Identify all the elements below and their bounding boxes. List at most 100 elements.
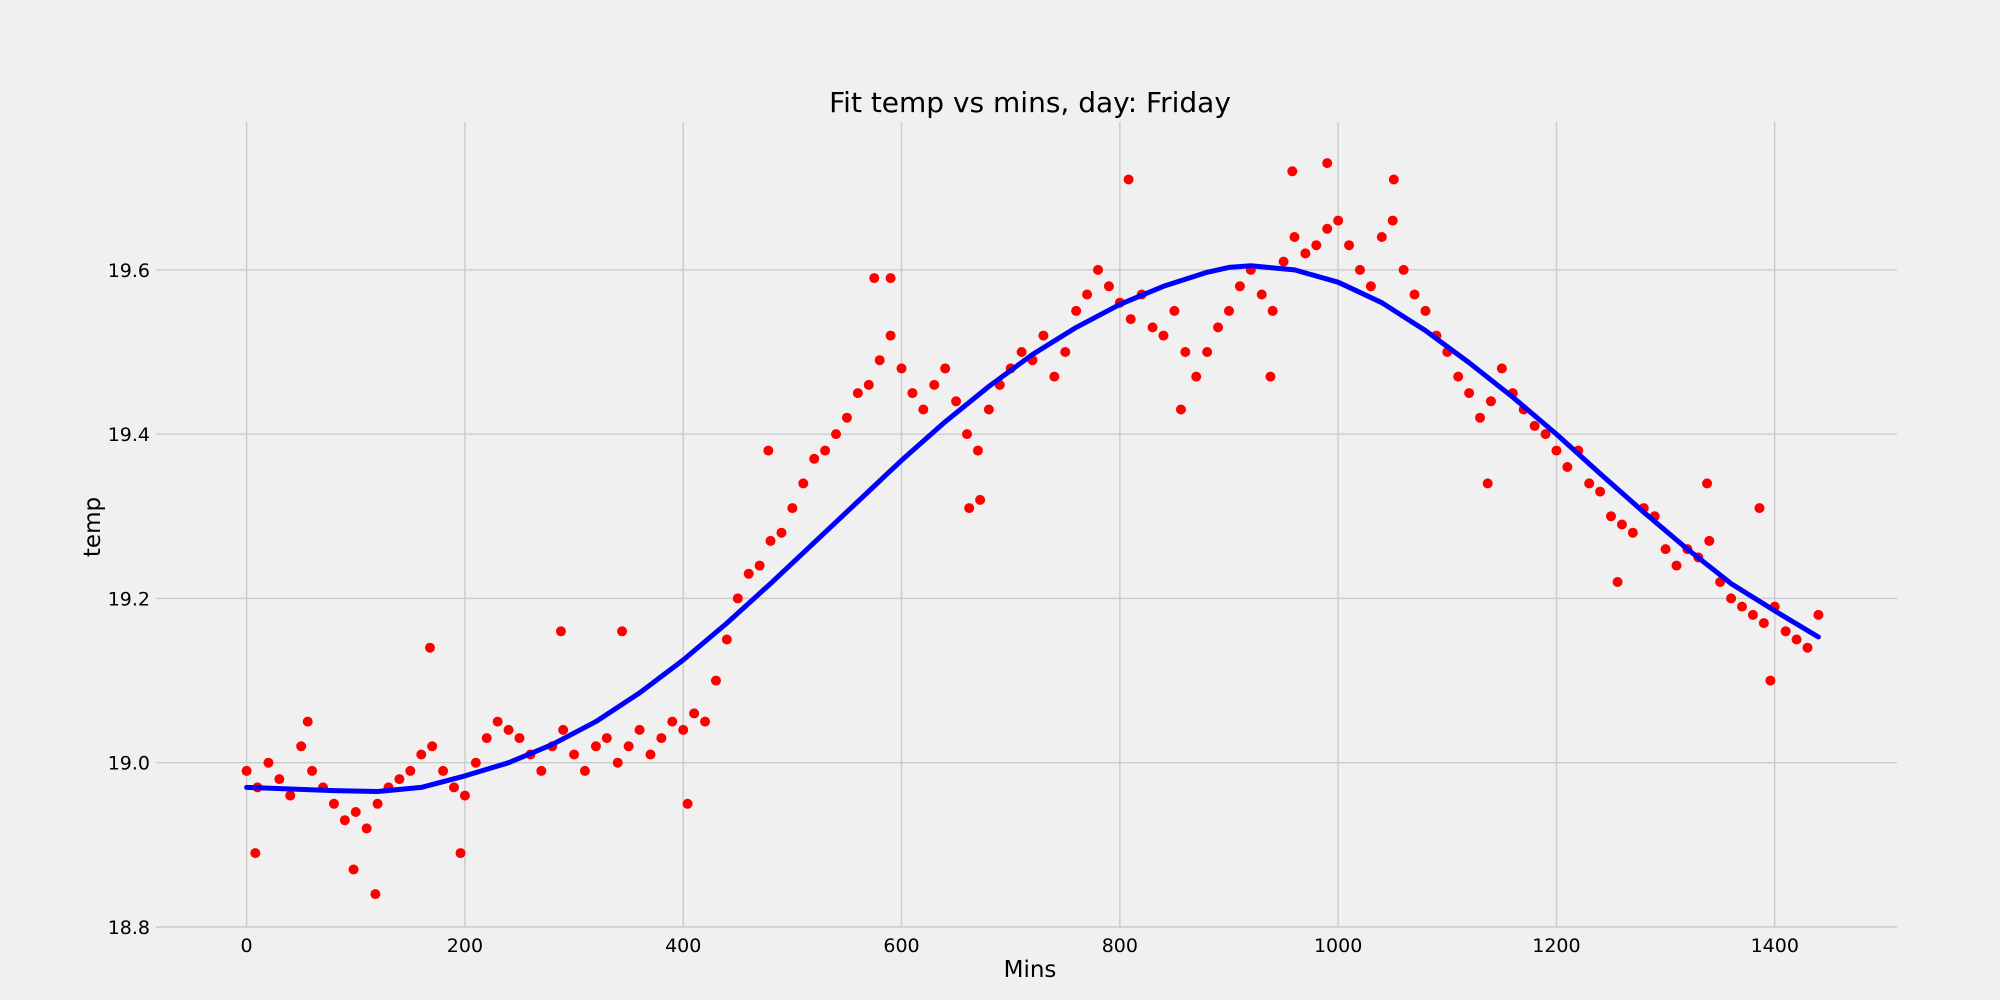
scatter-point	[339, 815, 350, 826]
scatter-point	[1453, 371, 1464, 382]
scatter-point	[503, 724, 514, 735]
scatter-point	[869, 273, 880, 284]
scatter-point	[776, 527, 787, 538]
scatter-point	[1496, 363, 1507, 374]
scatter-point	[1300, 248, 1311, 259]
x-tick-label: 400	[665, 935, 701, 957]
scatter-point	[1464, 388, 1475, 399]
scatter-point	[307, 765, 318, 776]
scatter-point	[972, 445, 983, 456]
scatter-point	[1322, 158, 1333, 169]
scatter-point	[416, 749, 427, 760]
scatter-point	[1289, 232, 1300, 242]
scatter-point	[1485, 396, 1496, 407]
scatter-point	[459, 790, 470, 801]
scatter-point	[569, 749, 580, 760]
scatter-point	[1202, 347, 1213, 357]
scatter-point	[1702, 478, 1713, 489]
scatter-point	[983, 404, 994, 415]
scatter-point	[754, 560, 765, 571]
scatter-point	[601, 733, 612, 744]
scatter-point	[841, 412, 852, 423]
scatter-point	[700, 716, 711, 727]
scatter-point	[372, 798, 383, 809]
scatter-point	[962, 429, 973, 440]
scatter-point	[612, 757, 623, 768]
scatter-point	[634, 724, 645, 735]
scatter-point	[831, 429, 842, 440]
x-axis-label: Mins	[1004, 957, 1057, 983]
scatter-point	[1754, 503, 1765, 514]
scatter-point	[1475, 412, 1486, 423]
y-tick-label: 19.6	[108, 260, 150, 282]
scatter-point	[1322, 223, 1333, 234]
scatter-point	[678, 724, 689, 735]
scatter-point	[536, 765, 547, 776]
scatter-point	[1562, 462, 1573, 472]
scatter-point	[1169, 305, 1180, 316]
scatter-point	[1311, 240, 1322, 251]
scatter-point	[1038, 330, 1049, 341]
fit-line-layer	[244, 263, 1821, 794]
scatter-point	[1082, 289, 1093, 300]
scatter-point	[617, 626, 628, 637]
scatter-point	[656, 733, 667, 744]
y-tick-label: 19.4	[108, 424, 150, 446]
y-tick-label: 18.8	[108, 917, 150, 939]
scatter-point	[1551, 445, 1562, 456]
scatter-point	[579, 765, 590, 776]
x-tick-label: 0	[241, 935, 253, 957]
scatter-point	[558, 724, 569, 735]
scatter-point	[1256, 289, 1267, 300]
scatter-point	[1595, 486, 1606, 497]
scatter-point	[1616, 519, 1627, 530]
scatter-point	[1175, 404, 1186, 415]
scatter-point	[1071, 305, 1082, 316]
scatter-point	[1671, 560, 1682, 571]
scatter-point	[1627, 527, 1638, 538]
scatter-point	[710, 675, 721, 686]
scatter-point	[1147, 322, 1158, 333]
scatter-point	[1354, 264, 1365, 275]
scatter-point	[1344, 240, 1355, 251]
scatter-point	[1388, 174, 1399, 185]
scatter-point	[809, 453, 820, 464]
scatter-point	[1125, 314, 1136, 325]
y-tick-label: 19.0	[108, 753, 150, 775]
scatter-point	[763, 445, 774, 456]
scatter-point	[1092, 264, 1103, 275]
scatter-point	[1813, 609, 1824, 620]
scatter-point	[820, 445, 831, 456]
scatter-point	[1287, 166, 1298, 177]
scatter-point	[514, 733, 525, 744]
scatter-point	[743, 568, 754, 579]
scatter-point	[1758, 618, 1769, 629]
scatter-point	[455, 848, 466, 859]
scatter-point	[732, 593, 743, 604]
scatter-point	[348, 864, 359, 875]
scatter-point	[1612, 577, 1623, 587]
y-axis-label: temp	[80, 497, 106, 557]
scatter-point	[1409, 289, 1420, 300]
x-tick-label: 1400	[1751, 935, 1799, 957]
scatter-point	[907, 388, 918, 399]
scatter-point	[787, 503, 798, 514]
scatter-point	[929, 379, 940, 390]
scatter-point	[689, 708, 700, 719]
scatter-point	[350, 807, 361, 817]
scatter-point	[1747, 609, 1758, 620]
y-tick-label: 19.2	[108, 588, 150, 610]
scatter-point	[885, 273, 896, 284]
scatter-point	[241, 765, 252, 776]
scatter-point	[1660, 544, 1671, 555]
scatter-point	[1765, 675, 1776, 686]
scatter-point	[427, 741, 438, 752]
fit-line	[244, 263, 1821, 794]
scatter-point	[1103, 281, 1114, 292]
scatter-point	[1213, 322, 1224, 333]
scatter-point	[765, 535, 776, 546]
scatter-point	[852, 388, 863, 399]
scatter-point	[328, 798, 339, 809]
